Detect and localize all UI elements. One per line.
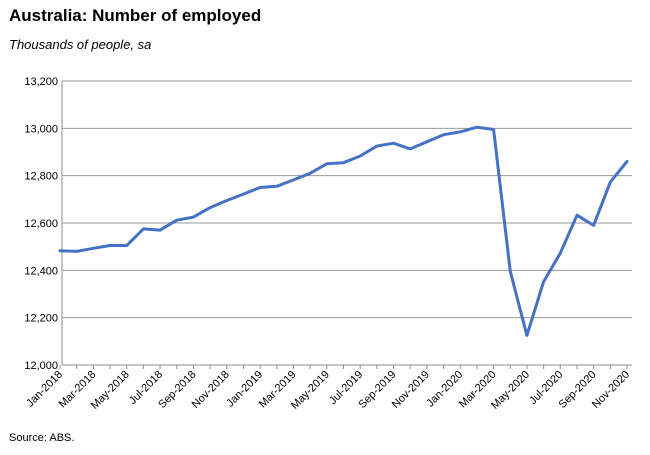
y-tick-label: 12,000 <box>24 360 58 372</box>
y-tick-label: 12,800 <box>24 171 58 183</box>
employed-series-line <box>58 125 629 337</box>
y-tick-label: 12,400 <box>24 265 58 277</box>
source-note: Source: ABS. <box>9 432 75 444</box>
y-tick-label: 12,200 <box>24 313 58 325</box>
y-tick-label: 13,000 <box>24 123 58 135</box>
chart-title: Australia: Number of employed <box>9 6 262 25</box>
chart-subtitle: Thousands of people, sa <box>9 37 152 52</box>
y-tick-label: 13,200 <box>24 76 58 88</box>
y-tick-label: 12,600 <box>24 218 58 230</box>
